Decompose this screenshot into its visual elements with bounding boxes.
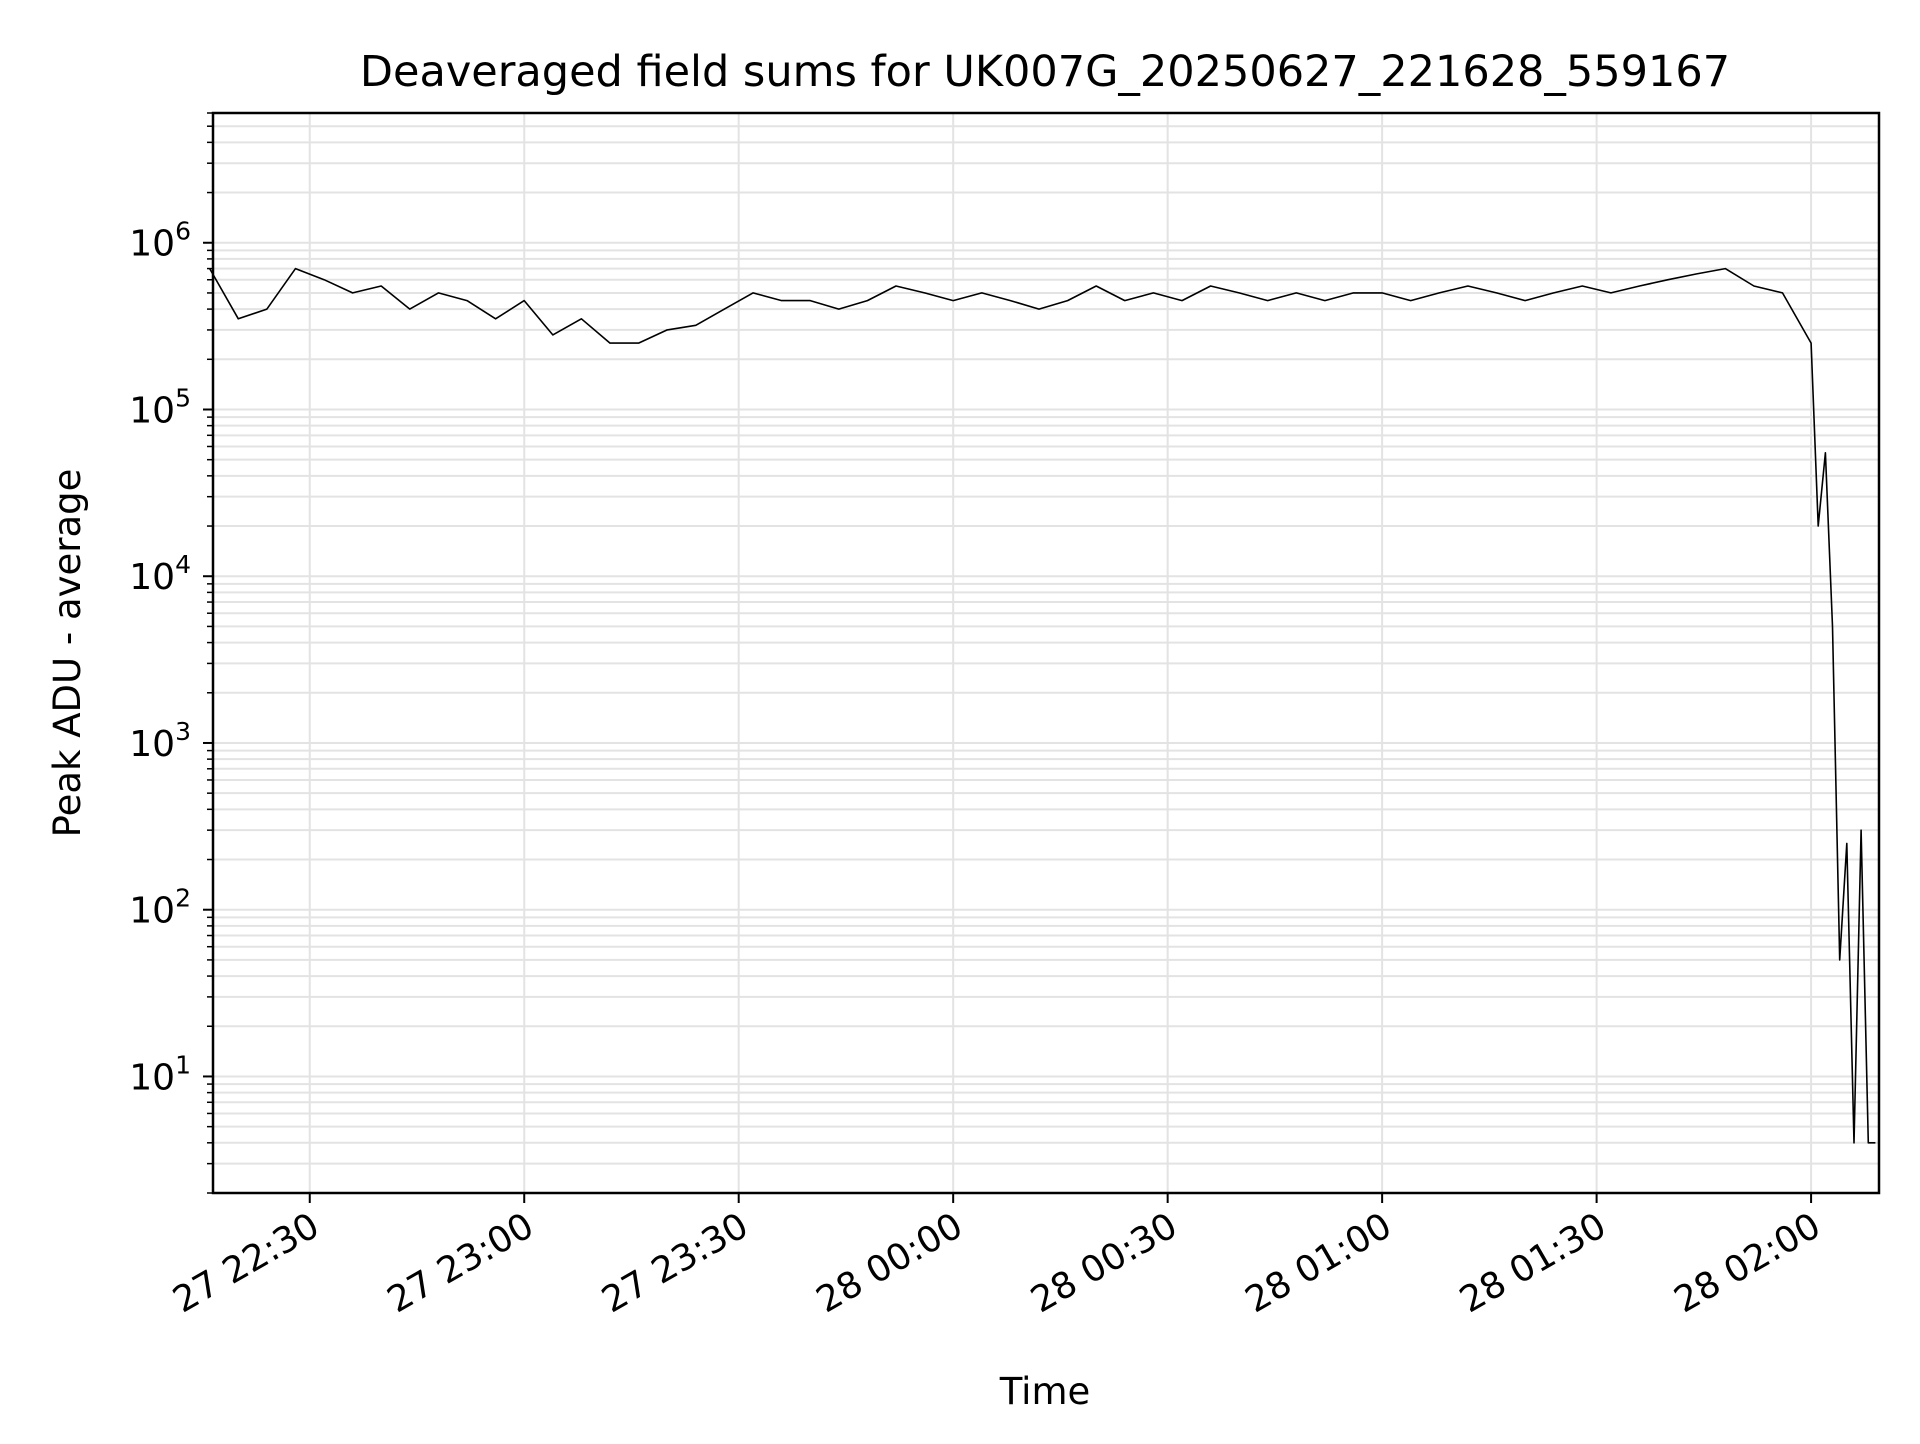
y-axis-label: Peak ADU - average xyxy=(46,469,89,838)
series-line-0 xyxy=(209,267,1876,1144)
y-tick-label: 103 xyxy=(129,717,191,765)
grid xyxy=(213,112,1879,1194)
chart-title: Deaveraged field sums for UK007G_2025062… xyxy=(360,47,1730,97)
x-tick-label: 27 23:00 xyxy=(381,1205,541,1321)
plot-frame xyxy=(211,111,1881,1195)
x-tick-label: 28 02:00 xyxy=(1668,1205,1828,1321)
y-tick-label: 101 xyxy=(129,1050,191,1098)
x-axis-label: Time xyxy=(999,1370,1091,1413)
y-tick-label: 102 xyxy=(129,884,191,932)
x-tick-label: 27 23:30 xyxy=(595,1205,755,1321)
y-tick-label: 105 xyxy=(129,383,191,431)
y-tick-label: 106 xyxy=(129,217,191,265)
series-layer xyxy=(209,267,1876,1144)
y-tick-label: 104 xyxy=(129,550,191,598)
x-tick-label: 28 01:00 xyxy=(1239,1205,1399,1321)
x-tick-label: 28 00:30 xyxy=(1024,1205,1184,1321)
x-tick-label: 28 01:30 xyxy=(1453,1205,1613,1321)
x-tick-label: 28 00:00 xyxy=(810,1205,970,1321)
x-tick-label: 27 22:30 xyxy=(166,1205,326,1321)
